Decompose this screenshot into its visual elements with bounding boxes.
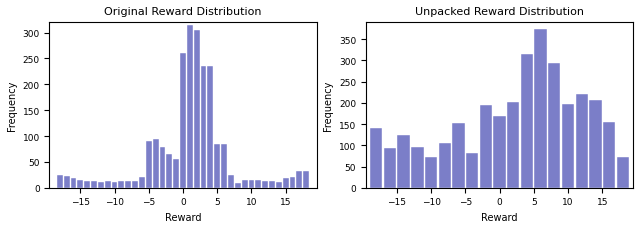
Bar [479, 106, 492, 188]
Bar [214, 144, 220, 188]
Bar [166, 155, 172, 188]
Bar [303, 171, 309, 188]
Title: Unpacked Reward Distribution: Unpacked Reward Distribution [415, 7, 584, 17]
Bar [91, 181, 97, 188]
Bar [153, 139, 159, 188]
Bar [290, 178, 296, 188]
Bar [255, 180, 261, 188]
Y-axis label: Frequency: Frequency [7, 80, 17, 131]
Bar [125, 181, 131, 188]
Y-axis label: Frequency: Frequency [323, 80, 333, 131]
Bar [548, 64, 561, 188]
Bar [425, 157, 437, 188]
Bar [235, 183, 241, 188]
Bar [493, 117, 506, 188]
Bar [603, 123, 615, 188]
Bar [296, 172, 302, 188]
Bar [118, 181, 124, 188]
Bar [221, 144, 227, 188]
Bar [370, 129, 383, 188]
Bar [575, 94, 588, 188]
Bar [411, 148, 424, 188]
Bar [562, 105, 574, 188]
Bar [132, 181, 138, 188]
Bar [64, 177, 70, 188]
Bar [507, 102, 520, 188]
Bar [276, 182, 282, 188]
Bar [283, 179, 289, 188]
Bar [438, 144, 451, 188]
Bar [616, 157, 629, 188]
Bar [207, 67, 213, 188]
Bar [200, 67, 207, 188]
Bar [187, 26, 193, 188]
Bar [269, 181, 275, 188]
Bar [589, 101, 602, 188]
Bar [384, 149, 396, 188]
Bar [159, 148, 165, 188]
Bar [242, 180, 248, 188]
X-axis label: Reward: Reward [481, 212, 518, 222]
Bar [139, 178, 145, 188]
Bar [228, 175, 234, 188]
Bar [262, 181, 268, 188]
Bar [111, 182, 117, 188]
Bar [180, 54, 186, 188]
Bar [466, 153, 478, 188]
Bar [57, 175, 63, 188]
Title: Original Reward Distribution: Original Reward Distribution [104, 7, 262, 17]
Bar [452, 124, 465, 188]
Bar [77, 180, 83, 188]
Bar [98, 182, 104, 188]
Bar [194, 31, 200, 188]
Bar [84, 181, 90, 188]
X-axis label: Reward: Reward [164, 212, 201, 222]
Bar [248, 180, 254, 188]
Bar [397, 135, 410, 188]
Bar [534, 30, 547, 188]
Bar [105, 181, 111, 188]
Bar [521, 55, 533, 188]
Bar [173, 160, 179, 188]
Bar [146, 142, 152, 188]
Bar [70, 179, 76, 188]
